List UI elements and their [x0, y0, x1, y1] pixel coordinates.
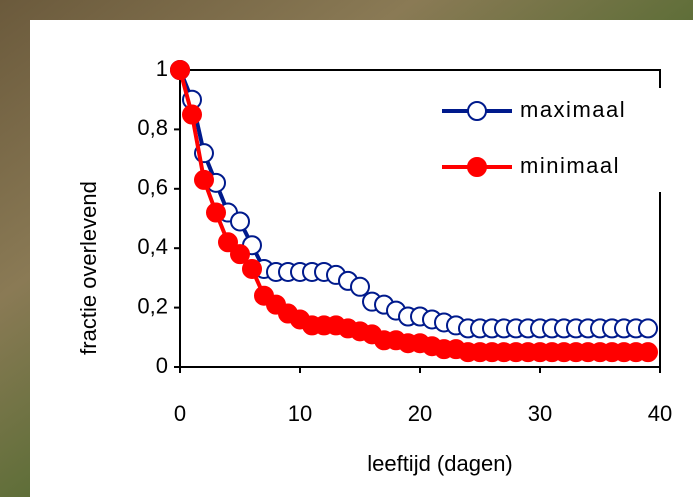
x-axis-label: leeftijd (dagen) — [367, 451, 513, 476]
x-tick-label: 30 — [528, 401, 552, 426]
legend-marker — [467, 101, 487, 121]
legend-marker — [467, 157, 487, 177]
x-tick-label: 0 — [174, 401, 186, 426]
data-point — [182, 104, 202, 125]
legend-label: minimaal — [520, 153, 620, 178]
x-tick-label: 10 — [288, 401, 312, 426]
y-tick-label: 0,6 — [137, 175, 168, 200]
data-point — [230, 244, 250, 265]
y-tick-label: 0,8 — [137, 115, 168, 140]
data-point — [230, 211, 250, 232]
x-tick-label: 20 — [408, 401, 432, 426]
data-point — [218, 232, 238, 253]
data-point — [206, 202, 226, 223]
data-point — [638, 318, 658, 339]
data-point — [638, 342, 658, 363]
y-tick-label: 0 — [156, 353, 168, 378]
data-point — [194, 169, 214, 190]
y-tick-label: 0,4 — [137, 234, 168, 259]
x-tick-label: 40 — [648, 401, 672, 426]
legend-label: maximaal — [520, 97, 626, 122]
y-axis-label: fractie overlevend — [76, 181, 101, 355]
y-tick-label: 1 — [156, 56, 168, 81]
data-point — [242, 258, 262, 279]
data-point — [170, 60, 190, 80]
y-tick-label: 0,2 — [137, 293, 168, 318]
data-point — [350, 276, 370, 297]
